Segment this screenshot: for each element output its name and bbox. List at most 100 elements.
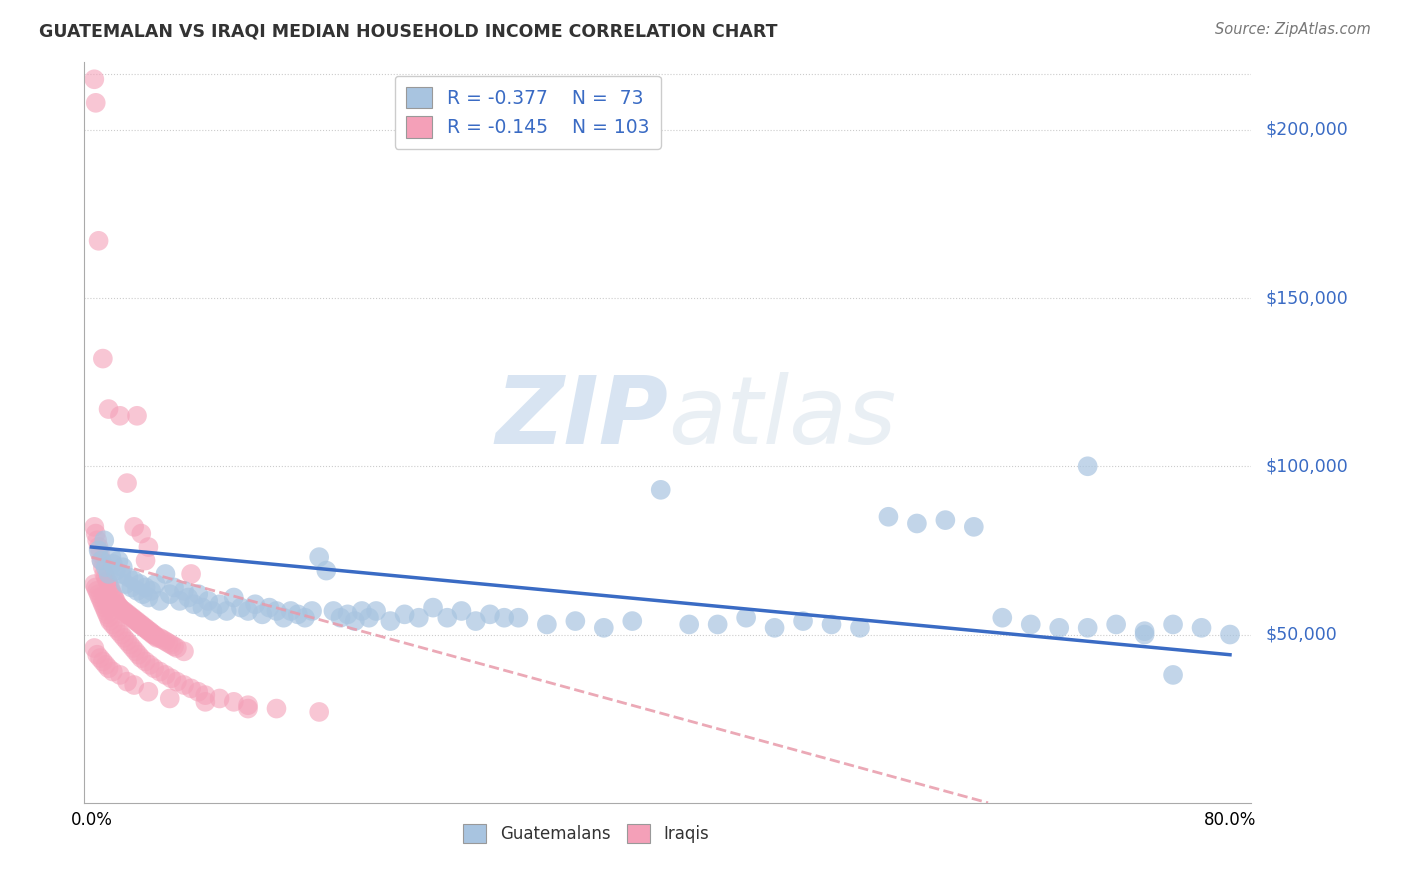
Text: $200,000: $200,000 — [1265, 120, 1348, 139]
Point — [138, 685, 160, 699]
Point — [100, 550, 122, 565]
Point — [111, 560, 134, 574]
Point — [166, 640, 188, 655]
Point — [93, 533, 115, 548]
Point — [450, 604, 472, 618]
Point — [160, 671, 183, 685]
Point — [135, 553, 157, 567]
Point — [115, 476, 138, 491]
Point — [259, 600, 281, 615]
Point — [792, 614, 814, 628]
Point — [494, 610, 516, 624]
Point — [194, 688, 217, 702]
Point — [145, 577, 167, 591]
Point — [111, 604, 134, 618]
Point — [201, 604, 224, 618]
Point — [86, 533, 108, 548]
Point — [138, 624, 160, 639]
Point — [177, 591, 200, 605]
Point — [187, 685, 209, 699]
Point — [117, 570, 139, 584]
Point — [94, 604, 117, 618]
Point — [91, 597, 114, 611]
Point — [1191, 621, 1213, 635]
Point — [706, 617, 728, 632]
Point — [191, 600, 214, 615]
Point — [87, 587, 110, 601]
Point — [136, 623, 159, 637]
Point — [163, 640, 186, 654]
Point — [129, 526, 152, 541]
Point — [1219, 627, 1241, 641]
Point — [394, 607, 416, 622]
Point — [991, 610, 1014, 624]
Point — [564, 614, 586, 628]
Point — [536, 617, 558, 632]
Point — [139, 624, 162, 639]
Point — [849, 621, 872, 635]
Point — [84, 95, 107, 110]
Point — [91, 560, 114, 574]
Point — [222, 695, 245, 709]
Point — [1161, 668, 1184, 682]
Point — [678, 617, 700, 632]
Point — [101, 665, 124, 679]
Point — [222, 591, 245, 605]
Point — [236, 698, 259, 713]
Point — [114, 577, 136, 591]
Point — [1077, 621, 1099, 635]
Point — [155, 566, 177, 581]
Point — [135, 581, 157, 595]
Point — [963, 520, 986, 534]
Point — [118, 609, 141, 624]
Point — [134, 621, 156, 635]
Point — [125, 583, 148, 598]
Point — [108, 409, 131, 423]
Point — [149, 631, 172, 645]
Point — [187, 587, 209, 601]
Point — [159, 587, 181, 601]
Point — [180, 566, 202, 581]
Point — [104, 564, 127, 578]
Point — [763, 621, 786, 635]
Point — [90, 553, 112, 567]
Point — [1077, 459, 1099, 474]
Point — [97, 661, 120, 675]
Point — [280, 604, 302, 618]
Point — [132, 587, 155, 601]
Point — [208, 597, 231, 611]
Point — [87, 543, 110, 558]
Point — [108, 600, 131, 615]
Point — [273, 610, 295, 624]
Text: GUATEMALAN VS IRAQI MEDIAN HOUSEHOLD INCOME CORRELATION CHART: GUATEMALAN VS IRAQI MEDIAN HOUSEHOLD INC… — [39, 22, 778, 40]
Point — [877, 509, 900, 524]
Point — [173, 644, 195, 658]
Text: $100,000: $100,000 — [1265, 458, 1348, 475]
Point — [1019, 617, 1042, 632]
Point — [173, 678, 195, 692]
Point — [125, 614, 148, 628]
Point — [169, 594, 191, 608]
Point — [350, 604, 373, 618]
Point — [98, 581, 121, 595]
Point — [357, 610, 380, 624]
Point — [143, 627, 166, 641]
Point — [97, 402, 120, 417]
Point — [108, 668, 131, 682]
Point — [97, 577, 120, 591]
Point — [820, 617, 842, 632]
Point — [1047, 621, 1070, 635]
Point — [366, 604, 388, 618]
Point — [380, 614, 402, 628]
Point — [141, 625, 163, 640]
Point — [91, 351, 114, 366]
Point — [138, 540, 160, 554]
Point — [322, 604, 344, 618]
Point — [94, 657, 117, 672]
Point — [121, 640, 143, 655]
Point — [146, 631, 169, 645]
Point — [301, 604, 323, 618]
Point — [149, 594, 172, 608]
Point — [110, 566, 132, 581]
Point — [127, 648, 149, 662]
